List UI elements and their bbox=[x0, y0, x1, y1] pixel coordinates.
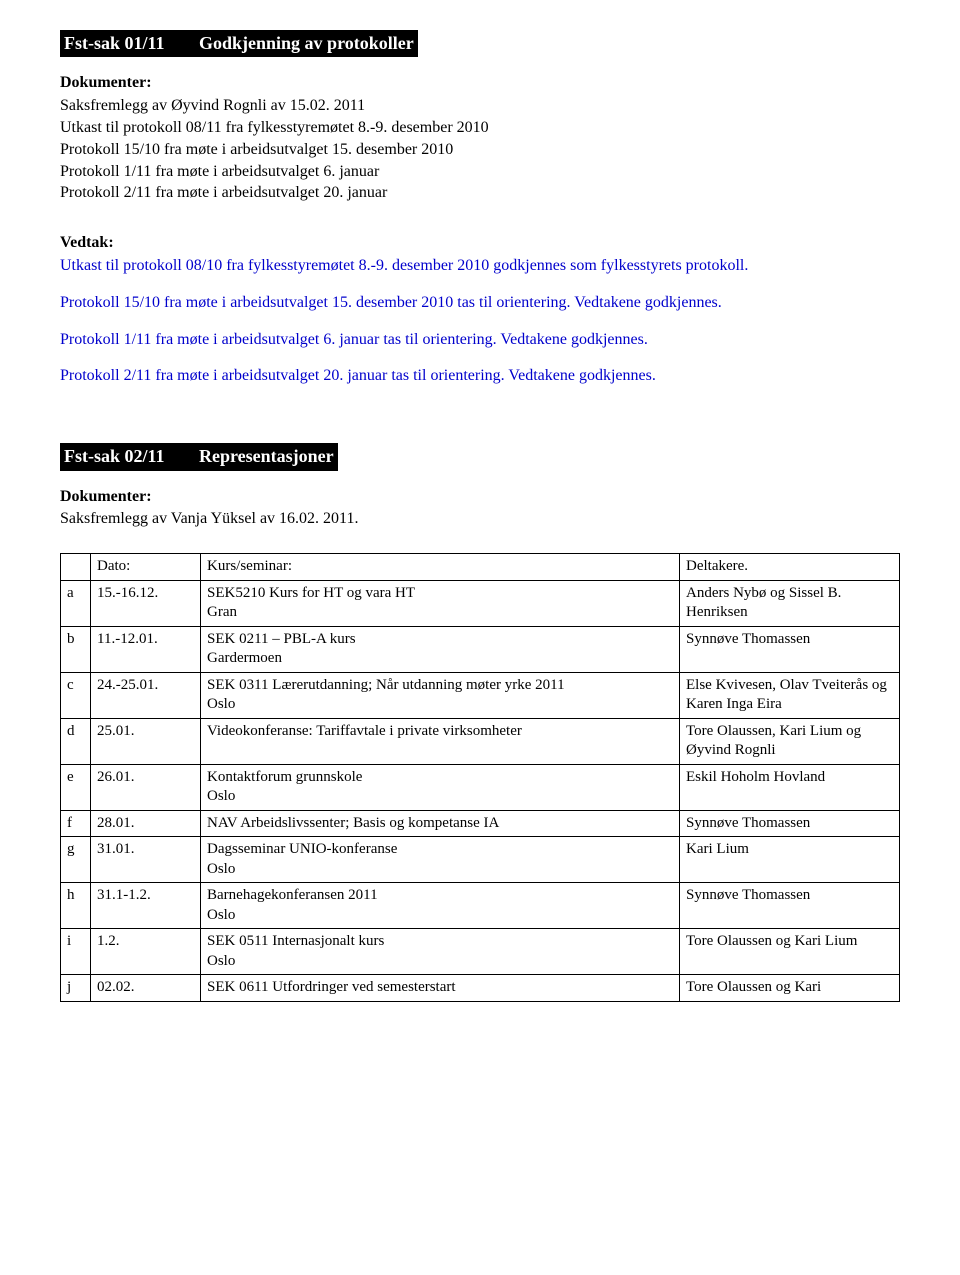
row-id-cell: g bbox=[61, 837, 91, 883]
row-date-cell: 1.2. bbox=[91, 929, 201, 975]
row-id-cell: d bbox=[61, 718, 91, 764]
row-date-cell: 15.-16.12. bbox=[91, 580, 201, 626]
row-date-cell: 11.-12.01. bbox=[91, 626, 201, 672]
row-course-cell: Kontaktforum grunnskoleOslo bbox=[201, 764, 680, 810]
table-row: e26.01.Kontaktforum grunnskoleOsloEskil … bbox=[61, 764, 900, 810]
row-date-cell: 28.01. bbox=[91, 810, 201, 837]
representations-table: Dato: Kurs/seminar: Deltakere. a15.-16.1… bbox=[60, 553, 900, 1002]
documents-label-2: Dokumenter: bbox=[60, 487, 900, 508]
row-date-cell: 24.-25.01. bbox=[91, 672, 201, 718]
row-participants-cell: Synnøve Thomassen bbox=[680, 883, 900, 929]
row-date-cell: 31.1-1.2. bbox=[91, 883, 201, 929]
case-title-1: Godkjenning av protokoller bbox=[199, 33, 414, 53]
case-title-2: Representasjoner bbox=[199, 446, 334, 466]
row-course-cell: SEK 0611 Utfordringer ved semesterstart bbox=[201, 975, 680, 1002]
section-2-header: Fst-sak 02/11 Representasjoner bbox=[60, 443, 338, 470]
row-course-cell: Dagsseminar UNIO-konferanseOslo bbox=[201, 837, 680, 883]
row-date-cell: 02.02. bbox=[91, 975, 201, 1002]
row-id-cell: e bbox=[61, 764, 91, 810]
table-row: b11.-12.01.SEK 0211 – PBL-A kursGardermo… bbox=[61, 626, 900, 672]
table-row: a15.-16.12.SEK5210 Kurs for HT og vara H… bbox=[61, 580, 900, 626]
table-row: h31.1-1.2.Barnehagekonferansen 2011OsloS… bbox=[61, 883, 900, 929]
document-line: Saksfremlegg av Øyvind Rognli av 15.02. … bbox=[60, 96, 900, 117]
row-id-cell: i bbox=[61, 929, 91, 975]
vedtak-paragraph: Protokoll 15/10 fra møte i arbeidsutvalg… bbox=[60, 293, 900, 314]
row-participants-cell: Synnøve Thomassen bbox=[680, 626, 900, 672]
section-1-header: Fst-sak 01/11 Godkjenning av protokoller bbox=[60, 30, 418, 57]
table-row: d25.01.Videokonferanse: Tariffavtale i p… bbox=[61, 718, 900, 764]
row-participants-cell: Tore Olaussen og Kari bbox=[680, 975, 900, 1002]
documents-label-1: Dokumenter: bbox=[60, 73, 900, 94]
vedtak-paragraph: Protokoll 2/11 fra møte i arbeidsutvalge… bbox=[60, 366, 900, 387]
table-row: i1.2.SEK 0511 Internasjonalt kursOsloTor… bbox=[61, 929, 900, 975]
header-cell-empty bbox=[61, 554, 91, 581]
row-id-cell: h bbox=[61, 883, 91, 929]
row-course-cell: SEK5210 Kurs for HT og vara HTGran bbox=[201, 580, 680, 626]
row-course-cell: SEK 0511 Internasjonalt kursOslo bbox=[201, 929, 680, 975]
row-course-cell: NAV Arbeidslivssenter; Basis og kompetan… bbox=[201, 810, 680, 837]
header-cell-date: Dato: bbox=[91, 554, 201, 581]
row-id-cell: j bbox=[61, 975, 91, 1002]
documents-list-2: Saksfremlegg av Vanja Yüksel av 16.02. 2… bbox=[60, 509, 900, 530]
row-date-cell: 25.01. bbox=[91, 718, 201, 764]
vedtak-paragraph: Protokoll 1/11 fra møte i arbeidsutvalge… bbox=[60, 330, 900, 351]
header-cell-course: Kurs/seminar: bbox=[201, 554, 680, 581]
row-participants-cell: Anders Nybø og Sissel B. Henriksen bbox=[680, 580, 900, 626]
document-line: Protokoll 15/10 fra møte i arbeidsutvalg… bbox=[60, 140, 900, 161]
row-participants-cell: Eskil Hoholm Hovland bbox=[680, 764, 900, 810]
vedtak-label: Vedtak: bbox=[60, 233, 900, 254]
case-id-1: Fst-sak 01/11 bbox=[64, 33, 165, 53]
document-line: Protokoll 2/11 fra møte i arbeidsutvalge… bbox=[60, 183, 900, 204]
row-course-cell: SEK 0211 – PBL-A kursGardermoen bbox=[201, 626, 680, 672]
row-participants-cell: Synnøve Thomassen bbox=[680, 810, 900, 837]
table-header-row: Dato: Kurs/seminar: Deltakere. bbox=[61, 554, 900, 581]
vedtak-paragraph: Utkast til protokoll 08/10 fra fylkessty… bbox=[60, 256, 900, 277]
row-participants-cell: Tore Olaussen og Kari Lium bbox=[680, 929, 900, 975]
row-participants-cell: Tore Olaussen, Kari Lium og Øyvind Rognl… bbox=[680, 718, 900, 764]
row-id-cell: b bbox=[61, 626, 91, 672]
row-id-cell: c bbox=[61, 672, 91, 718]
row-course-cell: Barnehagekonferansen 2011Oslo bbox=[201, 883, 680, 929]
row-id-cell: f bbox=[61, 810, 91, 837]
table-row: g31.01.Dagsseminar UNIO-konferanseOsloKa… bbox=[61, 837, 900, 883]
row-participants-cell: Else Kvivesen, Olav Tveiterås og Karen I… bbox=[680, 672, 900, 718]
document-line: Saksfremlegg av Vanja Yüksel av 16.02. 2… bbox=[60, 509, 900, 530]
header-cell-participants: Deltakere. bbox=[680, 554, 900, 581]
table-row: f28.01.NAV Arbeidslivssenter; Basis og k… bbox=[61, 810, 900, 837]
vedtak-body: Utkast til protokoll 08/10 fra fylkessty… bbox=[60, 256, 900, 387]
row-id-cell: a bbox=[61, 580, 91, 626]
row-course-cell: SEK 0311 Lærerutdanning; Når utdanning m… bbox=[201, 672, 680, 718]
case-id-2: Fst-sak 02/11 bbox=[64, 446, 165, 466]
document-line: Utkast til protokoll 08/11 fra fylkessty… bbox=[60, 118, 900, 139]
documents-list-1: Saksfremlegg av Øyvind Rognli av 15.02. … bbox=[60, 96, 900, 204]
row-date-cell: 26.01. bbox=[91, 764, 201, 810]
table-row: j02.02.SEK 0611 Utfordringer ved semeste… bbox=[61, 975, 900, 1002]
document-line: Protokoll 1/11 fra møte i arbeidsutvalge… bbox=[60, 162, 900, 183]
row-date-cell: 31.01. bbox=[91, 837, 201, 883]
row-participants-cell: Kari Lium bbox=[680, 837, 900, 883]
row-course-cell: Videokonferanse: Tariffavtale i private … bbox=[201, 718, 680, 764]
table-row: c24.-25.01.SEK 0311 Lærerutdanning; Når … bbox=[61, 672, 900, 718]
